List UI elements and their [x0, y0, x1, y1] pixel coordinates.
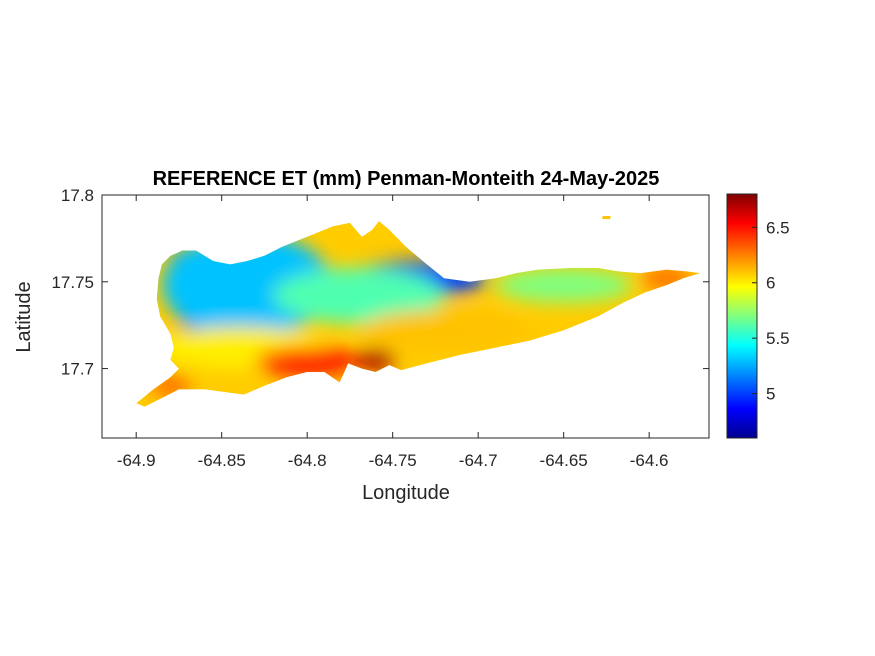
et-patch [358, 309, 530, 352]
et-point [602, 216, 611, 220]
x-tick-label: -64.7 [459, 451, 498, 470]
plot-area: -64.9 -64.85 -64.8 -64.75 -64.7 -64.65 -64.6 1… [51, 186, 710, 470]
x-tick-label: -64.85 [198, 451, 246, 470]
x-tick-label: -64.75 [369, 451, 417, 470]
colorbar-tick-label: 5 [766, 385, 775, 404]
et-patch [355, 349, 397, 371]
chart-title: REFERENCE ET (mm) Penman-Monteith 24-May… [153, 168, 660, 190]
et-patch [272, 267, 444, 324]
y-axis-label: Latitude [13, 281, 35, 352]
y-tick-label: 17.75 [51, 273, 94, 292]
colorbar: 5 5.5 6 6.5 [726, 193, 790, 439]
colorbar-gradient [726, 193, 758, 439]
y-tick-label: 17.7 [61, 360, 94, 379]
et-patch [255, 347, 359, 376]
y-axis-ticks: 17.7 17.75 17.8 [51, 186, 709, 379]
colorbar-ticks: 5 5.5 6 6.5 [752, 218, 790, 404]
colorbar-tick-label: 6.5 [766, 218, 790, 237]
et-value-patches [149, 233, 692, 397]
axes-box [101, 194, 710, 439]
colorbar-tick-label: 6 [766, 274, 775, 293]
et-patch [495, 267, 633, 303]
x-axis-label: Longitude [362, 482, 450, 504]
x-tick-label: -64.65 [540, 451, 588, 470]
et-point-samples [602, 216, 611, 220]
et-surface [136, 221, 701, 407]
x-tick-label: -64.6 [630, 451, 669, 470]
y-tick-label: 17.8 [61, 186, 94, 205]
colorbar-tick-label: 5.5 [766, 329, 790, 348]
x-tick-label: -64.9 [117, 451, 156, 470]
x-axis-ticks: -64.9 -64.85 -64.8 -64.75 -64.7 -64.65 -64.6 [117, 195, 669, 470]
x-tick-label: -64.8 [288, 451, 327, 470]
